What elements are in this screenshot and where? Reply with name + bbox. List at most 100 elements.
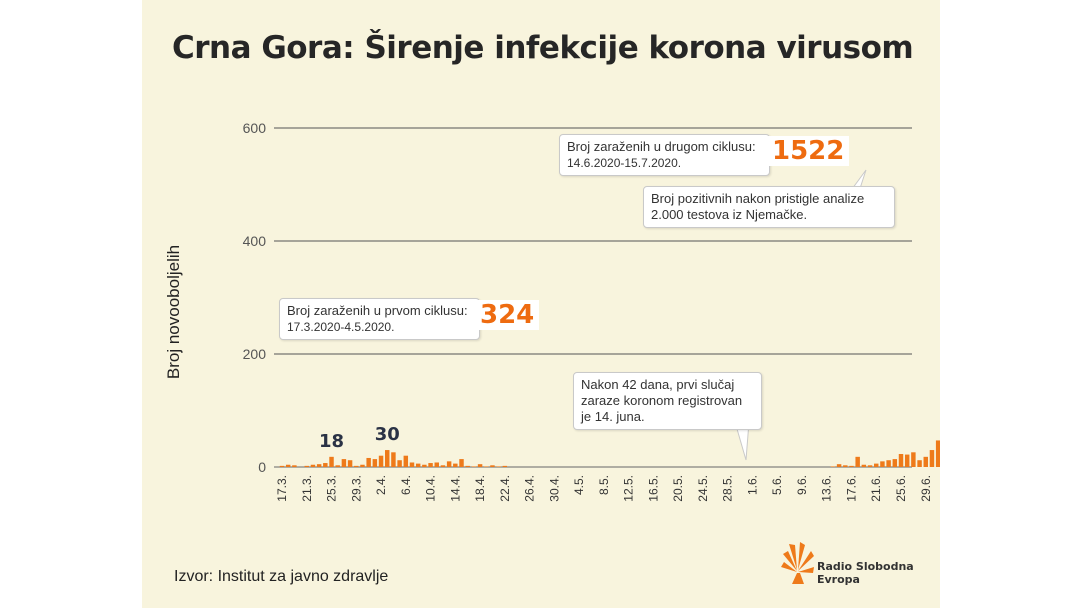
- x-tick-label: 29.6.: [919, 475, 933, 502]
- restart-callout: Nakon 42 dana, prvi slučaj zaraze korono…: [573, 372, 762, 430]
- bar: [459, 459, 464, 467]
- x-tick-label: 20.5.: [671, 475, 685, 502]
- bar: [477, 464, 483, 467]
- x-tick-label: 14.4.: [448, 475, 462, 502]
- x-tick-label: 1.6.: [745, 475, 759, 495]
- x-tick-label: 4.5.: [572, 475, 586, 495]
- bar: [329, 456, 334, 467]
- bar-chart: 0 200 400 600 17.3. 21.3. 25.3. 29.3. 2.4. 6.4. 10…: [243, 120, 940, 502]
- x-tick-label: 29.3.: [349, 475, 363, 502]
- bar: [502, 465, 508, 467]
- bar: [310, 464, 316, 467]
- bar: [323, 463, 328, 467]
- bar: [372, 459, 378, 467]
- bar: [403, 455, 409, 467]
- x-tick-label: 9.6.: [795, 475, 809, 495]
- bar: [385, 450, 390, 467]
- restart-line2: zaraze koronom registrovan: [581, 393, 743, 408]
- bar: [496, 466, 501, 467]
- bar: [316, 464, 322, 467]
- second-cycle-dates: 14.6.2020-15.7.2020.: [567, 156, 682, 170]
- bar: [861, 464, 867, 467]
- x-tick-label: 26.4.: [523, 475, 537, 502]
- x-tick-label: 2.4.: [374, 475, 388, 495]
- bar: [904, 454, 910, 467]
- y-axis-label: Broj novooboljelih: [164, 244, 183, 380]
- bar: [360, 464, 365, 467]
- source-note: Izvor: Institut za javno zdravlje: [174, 568, 389, 585]
- rfe-logo: Radio Slobodna Evropa: [780, 540, 914, 590]
- bar: [415, 463, 421, 467]
- x-tick-label: 25.6.: [894, 475, 908, 502]
- y-tick-label: 400: [243, 233, 267, 249]
- first-cycle-callout: Broj zaraženih u prvom ciklusu: 17.3.202…: [279, 298, 480, 340]
- bar: [843, 465, 848, 467]
- x-tick-label: 28.5.: [721, 475, 735, 502]
- germany-tests-callout: Broj pozitivnih nakon pristigle analize …: [643, 186, 895, 228]
- bar: [409, 462, 415, 467]
- bar: [366, 457, 371, 467]
- bar: [422, 464, 427, 467]
- bar: [341, 459, 347, 467]
- x-tick-label: 21.3.: [300, 475, 314, 502]
- bar: [923, 456, 928, 467]
- bar: [898, 454, 904, 467]
- bar: [911, 452, 916, 467]
- x-tick-label: 5.6.: [770, 475, 784, 495]
- rfe-logo-text: Radio Slobodna Evropa: [817, 560, 914, 586]
- bar: [886, 460, 891, 467]
- bar: [446, 461, 452, 467]
- bar: [378, 455, 384, 467]
- bar: [347, 460, 353, 467]
- bar: [892, 459, 898, 467]
- y-tick-label: 0: [258, 459, 266, 475]
- second-cycle-label: Broj zaraženih u drugom ciklusu:: [567, 139, 756, 154]
- rfe-rl-sunburst-icon: [781, 542, 814, 584]
- bar: [849, 465, 854, 467]
- bar: [929, 450, 935, 467]
- bar: [490, 465, 495, 467]
- germany-tests-line2: 2.000 testova iz Njemačke.: [651, 207, 808, 222]
- bar: [484, 466, 489, 467]
- x-tick-label: 6.4.: [399, 475, 413, 495]
- bar: [354, 465, 359, 467]
- bar: [935, 440, 940, 467]
- x-tick-label: 25.3.: [325, 475, 339, 502]
- x-tick-label: 17.6.: [844, 475, 858, 502]
- x-tick-label: 13.6.: [820, 475, 834, 502]
- bar: [304, 465, 309, 467]
- bar: [434, 462, 439, 467]
- chart-title: Crna Gora: Širenje infekcije korona viru…: [172, 30, 914, 66]
- x-tick-label: 21.6.: [869, 475, 883, 502]
- second-cycle-callout: Broj zaraženih u drugom ciklusu: 14.6.20…: [559, 134, 770, 176]
- rfe-logo-line1: Radio Slobodna: [817, 560, 914, 573]
- bar-value-label: 30: [375, 424, 400, 445]
- bar: [391, 452, 396, 467]
- bar: [397, 460, 402, 467]
- first-cycle-label: Broj zaraženih u prvom ciklusu:: [287, 303, 468, 318]
- bar: [874, 463, 879, 467]
- x-tick-label: 10.4.: [424, 475, 438, 502]
- y-tick-label: 200: [243, 346, 267, 362]
- rfe-logo-line2: Evropa: [817, 573, 860, 586]
- bar: [279, 465, 285, 467]
- bar: [830, 466, 836, 467]
- first-cycle-total: 324: [475, 300, 540, 330]
- bar: [836, 464, 842, 467]
- bar: [292, 465, 297, 467]
- x-tick-label: 18.4.: [473, 475, 487, 502]
- bar: [285, 464, 291, 467]
- x-tick-label: 12.5.: [622, 475, 636, 502]
- x-tick-label: 22.4.: [498, 475, 512, 502]
- restart-line1: Nakon 42 dana, prvi slučaj: [581, 377, 735, 392]
- bar: [465, 465, 470, 467]
- first-cycle-dates: 17.3.2020-4.5.2020.: [287, 320, 395, 334]
- bar: [428, 463, 433, 467]
- bar: [335, 465, 340, 467]
- germany-tests-line1: Broj pozitivnih nakon pristigle analize: [651, 191, 865, 206]
- bar: [855, 456, 860, 467]
- chart-card: Crna Gora: Širenje infekcije korona viru…: [142, 0, 940, 608]
- x-tick-label: 16.5.: [646, 475, 660, 502]
- second-cycle-total: 1522: [767, 136, 850, 166]
- x-tick-label: 17.3.: [275, 475, 289, 502]
